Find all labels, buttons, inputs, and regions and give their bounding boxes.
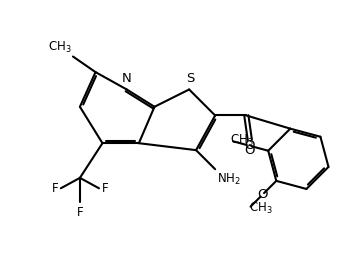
Text: S: S (186, 72, 194, 85)
Text: F: F (51, 182, 58, 195)
Text: O: O (245, 139, 255, 152)
Text: F: F (102, 182, 108, 195)
Text: NH$_2$: NH$_2$ (217, 172, 241, 187)
Text: O: O (245, 144, 255, 157)
Text: O: O (258, 188, 268, 201)
Text: N: N (122, 72, 132, 85)
Text: CH$_3$: CH$_3$ (249, 201, 272, 216)
Text: CH$_3$: CH$_3$ (230, 133, 254, 148)
Text: CH$_3$: CH$_3$ (47, 40, 71, 55)
Text: F: F (76, 206, 83, 219)
